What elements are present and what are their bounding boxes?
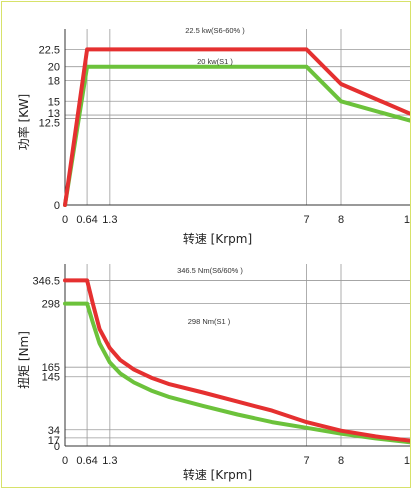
y-tick-label: 0 [54,441,60,453]
y-tick-label: 346.5 [32,275,60,287]
x-tick-label: 1.3 [102,214,117,226]
x-tick-label: 8 [338,455,344,467]
y-tick-label: 13 [48,108,60,120]
x-tick-label: 7 [303,455,309,467]
x-tick-label: 1.3 [102,455,117,467]
x-tick-label: 0.64 [76,455,97,467]
y-tick-label: 0 [54,200,60,212]
x-tick-label: 8 [338,214,344,226]
x-tick-label: 1 [404,214,410,226]
y-tick-label: 20 [48,62,60,74]
y-tick-label: 145 [42,372,60,384]
x-tick-label: 0.64 [76,214,97,226]
x-tick-label: 1 [404,455,410,467]
series-line [63,278,410,443]
y-tick-label: 15 [48,96,60,108]
series-annotation: 22.5 kw(S6-60% ) [185,26,245,35]
x-axis-title: 转速 [Krpm] [183,467,252,482]
x-tick-label: 0 [62,214,68,226]
x-tick-label: 0 [62,455,68,467]
y-tick-label: 17 [48,435,60,447]
y-tick-label: 22.5 [39,44,60,56]
y-tick-label: 165 [42,362,60,374]
y-tick-label: 12.5 [39,118,60,130]
y-axis-title: 功率 [KW] [16,94,31,151]
y-tick-label: 34 [48,425,60,437]
y-axis-title: 扭矩 [Nm] [17,331,31,389]
series-annotation: 298 Nm(S1 ) [188,317,231,326]
y-tick-label: 298 [42,299,60,311]
series-annotation: 20 kw(S1 ) [197,57,233,66]
series-annotation: 346.5 Nm(S6/60% ) [177,266,243,275]
series-line [63,64,410,207]
x-tick-label: 7 [303,214,309,226]
y-tick-label: 18 [48,76,60,88]
x-axis-title: 转速 [Krpm] [183,231,252,246]
series-line [63,47,410,207]
series-line [63,301,410,445]
